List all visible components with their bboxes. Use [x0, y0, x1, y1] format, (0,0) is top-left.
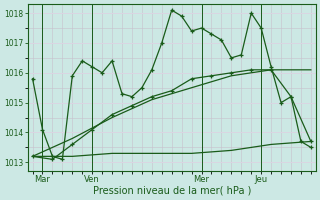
X-axis label: Pression niveau de la mer( hPa ): Pression niveau de la mer( hPa )	[92, 186, 251, 196]
